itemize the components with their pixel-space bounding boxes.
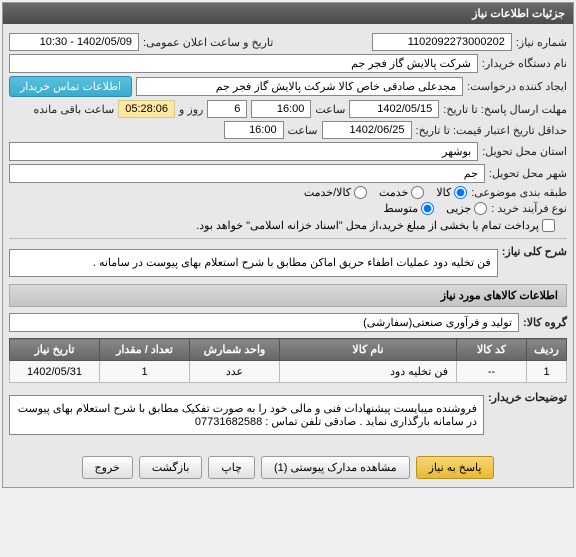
cell-unit: عدد [190, 361, 280, 383]
cell-qty: 1 [100, 361, 190, 383]
row-group: گروه کالا: تولید و فرآوری صنعتی(سفارشی) [9, 313, 567, 332]
province-value: بوشهر [9, 142, 478, 161]
exit-button[interactable]: خروج [82, 456, 133, 479]
row-req-number: شماره نیاز: 1102092273000202 تاریخ و ساع… [9, 33, 567, 51]
cell-date: 1402/05/31 [10, 361, 100, 383]
cell-name: فن تخلیه دود [280, 361, 457, 383]
payment-checkbox[interactable]: پرداخت تمام یا بخشی از مبلغ خرید،از محل … [196, 219, 555, 232]
radio-service-input[interactable] [411, 186, 424, 199]
row-category: طبقه بندی موضوعی: کالا خدمت کالا/خدمت [9, 186, 567, 199]
radio-service[interactable]: خدمت [379, 186, 424, 199]
panel-body: شماره نیاز: 1102092273000202 تاریخ و ساع… [3, 24, 573, 448]
row-validity: حداقل تاریخ اعتبار قیمت: تا تاریخ: 1402/… [9, 121, 567, 139]
row-process: نوع فرآیند خرید : جزیی متوسط پرداخت تمام… [9, 202, 567, 232]
radio-medium-input[interactable] [421, 202, 434, 215]
buyer-label: نام دستگاه خریدار: [482, 57, 567, 70]
announce-label: تاریخ و ساعت اعلان عمومی: [143, 36, 273, 49]
time-label-2: ساعت [288, 124, 318, 137]
deadline-time: 16:00 [251, 100, 311, 118]
category-label: طبقه بندی موضوعی: [471, 186, 567, 199]
radio-both[interactable]: کالا/خدمت [304, 186, 367, 199]
deadline-date: 1402/05/15 [349, 100, 439, 118]
req-number-label: شماره نیاز: [516, 36, 567, 49]
footer-buttons: پاسخ به نیاز مشاهده مدارک پیوستی (1) چاپ… [3, 448, 573, 487]
days-value: 6 [207, 100, 247, 118]
deadline-label: مهلت ارسال پاسخ: تا تاریخ: [443, 103, 567, 116]
validity-label: حداقل تاریخ اعتبار قیمت: تا تاریخ: [416, 124, 567, 137]
province-label: استان محل تحویل: [482, 145, 567, 158]
back-button[interactable]: بازگشت [139, 456, 203, 479]
group-label: گروه کالا: [523, 316, 567, 329]
table-row[interactable]: 1 -- فن تخلیه دود عدد 1 1402/05/31 [10, 361, 567, 383]
payment-checkbox-input[interactable] [542, 219, 555, 232]
row-buyer-notes: توضیحات خریدار: فروشنده میبایست پیشنهادا… [9, 391, 567, 439]
row-buyer: نام دستگاه خریدار: شرکت پالایش گاز فجر ج… [9, 54, 567, 73]
col-row: ردیف [527, 339, 567, 361]
radio-minor-input[interactable] [474, 202, 487, 215]
main-panel: جزئیات اطلاعات نیاز شماره نیاز: 11020922… [2, 2, 574, 488]
radio-goods[interactable]: کالا [436, 186, 467, 199]
city-label: شهر محل تحویل: [489, 167, 567, 180]
process-label: نوع فرآیند خرید : [491, 202, 567, 215]
col-date: تاریخ نیاز [10, 339, 100, 361]
col-qty: تعداد / مقدار [100, 339, 190, 361]
col-name: نام کالا [280, 339, 457, 361]
row-province: استان محل تحویل: بوشهر [9, 142, 567, 161]
group-value: تولید و فرآوری صنعتی(سفارشی) [9, 313, 519, 332]
desc-value: فن تخلیه دود عملیات اطفاء حریق اماکن مطا… [9, 249, 498, 277]
category-radio-group: کالا خدمت کالا/خدمت [304, 186, 467, 199]
row-creator: ایجاد کننده درخواست: مجدعلی صادقی خاص کا… [9, 76, 567, 97]
row-city: شهر محل تحویل: جم [9, 164, 567, 183]
radio-medium[interactable]: متوسط [384, 202, 435, 215]
respond-button[interactable]: پاسخ به نیاز [416, 456, 495, 479]
radio-both-input[interactable] [354, 186, 367, 199]
validity-time: 16:00 [224, 121, 284, 139]
row-desc: شرح کلی نیاز: فن تخلیه دود عملیات اطفاء … [9, 245, 567, 281]
row-deadline: مهلت ارسال پاسخ: تا تاریخ: 1402/05/15 سا… [9, 100, 567, 118]
process-radio-group: جزیی متوسط [384, 202, 488, 215]
countdown-timer: 05:28:06 [118, 100, 175, 118]
days-label: روز و [179, 103, 203, 116]
radio-minor[interactable]: جزیی [446, 202, 487, 215]
table-header-row: ردیف کد کالا نام کالا واحد شمارش تعداد /… [10, 339, 567, 361]
buyer-value: شرکت پالایش گاز فجر جم [9, 54, 478, 73]
cell-code: -- [457, 361, 527, 383]
buyer-notes-label: توضیحات خریدار: [488, 391, 567, 404]
radio-goods-input[interactable] [454, 186, 467, 199]
announce-value: 1402/05/09 - 10:30 [9, 33, 139, 51]
attachments-button[interactable]: مشاهده مدارک پیوستی (1) [261, 456, 410, 479]
city-value: جم [9, 164, 485, 183]
buyer-notes-value: فروشنده میبایست پیشنهادات فنی و مالی خود… [9, 395, 484, 435]
col-unit: واحد شمارش [190, 339, 280, 361]
remaining-label: ساعت باقی مانده [33, 103, 114, 116]
req-number-value: 1102092273000202 [372, 33, 512, 51]
contact-button[interactable]: اطلاعات تماس خریدار [9, 76, 132, 97]
items-table: ردیف کد کالا نام کالا واحد شمارش تعداد /… [9, 338, 567, 383]
items-section-title: اطلاعات کالاهای مورد نیاز [9, 284, 567, 307]
panel-title: جزئیات اطلاعات نیاز [3, 3, 573, 24]
time-label-1: ساعت [315, 103, 345, 116]
desc-label: شرح کلی نیاز: [502, 245, 567, 258]
creator-label: ایجاد کننده درخواست: [467, 80, 567, 93]
print-button[interactable]: چاپ [208, 456, 255, 479]
validity-date: 1402/06/25 [322, 121, 412, 139]
cell-row: 1 [527, 361, 567, 383]
creator-value: مجدعلی صادقی خاص کالا شرکت پالایش گاز فج… [136, 77, 463, 96]
col-code: کد کالا [457, 339, 527, 361]
